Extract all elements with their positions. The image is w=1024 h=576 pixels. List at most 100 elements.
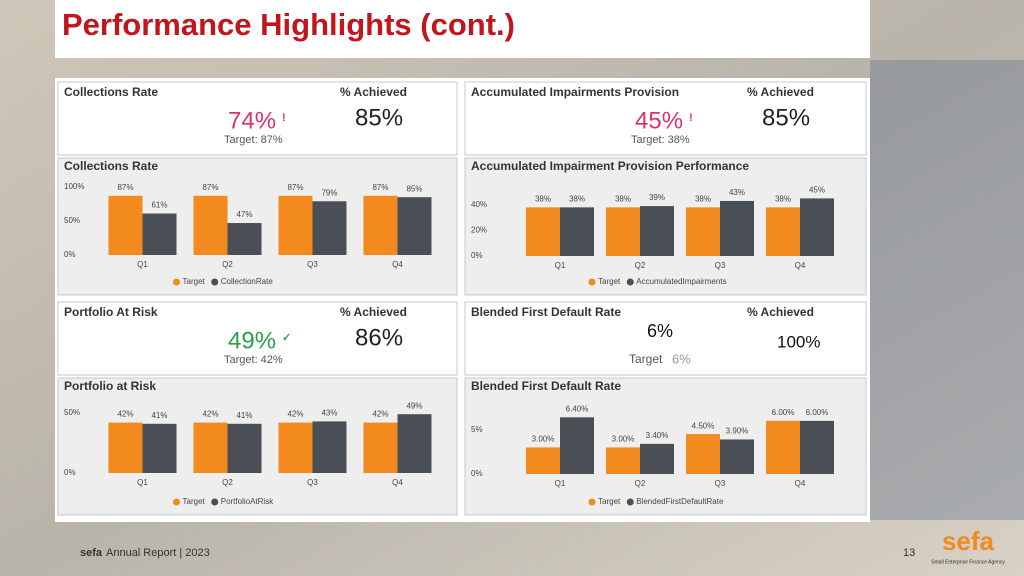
legend-label: Target [183,277,206,286]
legend-swatch [173,278,180,286]
kpi-value: 45% [635,107,683,134]
achieved-value: 86% [355,324,403,351]
legend-swatch [211,498,219,506]
x-tick-label: Q1 [555,261,566,270]
chart-title: Portfolio at Risk [64,379,156,393]
bar [397,414,432,473]
legend-label: Target [598,497,621,506]
value-label: 87% [287,183,303,192]
value-label: 42% [372,410,388,419]
value-label: 45% [809,186,825,195]
kpi-target-value: 6% [672,351,691,366]
bar [800,198,834,256]
value-label: 38% [695,194,711,203]
bar [108,422,143,473]
bar [312,421,347,473]
bar [560,417,594,474]
x-tick-label: Q4 [795,261,806,270]
achieved-label: % Achieved [340,305,407,319]
chart-title: Collections Rate [64,159,158,173]
value-label: 3.40% [646,431,669,440]
x-tick-label: Q3 [715,479,726,488]
value-label: 42% [117,410,133,419]
legend-label: Target [598,277,621,286]
legend-swatch [211,278,219,286]
chart-title: Accumulated Impairment Provision Perform… [471,159,749,173]
kpi-target: Target: 87% [224,134,283,146]
x-tick-label: Q1 [137,478,148,487]
y-tick-label: 0% [471,251,483,260]
x-tick-label: Q4 [795,479,806,488]
y-tick-label: 20% [471,226,487,235]
bar [686,207,720,256]
bar [312,201,347,255]
legend-label: Target [183,497,206,506]
legend-label: BlendedFirstDefaultRate [636,497,724,506]
kpi-target: Target: 42% [224,354,283,366]
legend-swatch [588,498,596,506]
value-label: 85% [406,184,422,193]
bar [363,195,398,255]
legend-label: CollectionRate [221,277,274,286]
bar [606,207,640,256]
legend-swatch [626,498,634,506]
value-label: 41% [151,411,167,420]
value-label: 87% [202,183,218,192]
background-figure [870,60,1024,520]
kpi-title: Collections Rate [64,85,158,99]
x-tick-label: Q2 [222,260,233,269]
value-label: 79% [321,188,337,197]
x-tick-label: Q4 [392,260,403,269]
value-label: 42% [202,410,218,419]
value-label: 38% [569,194,585,203]
chart-title: Blended First Default Rate [471,379,621,393]
x-tick-label: Q3 [307,478,318,487]
bar [142,423,177,473]
logo: sefa [942,526,995,556]
kpi-flag: ! [282,112,286,124]
kpi-panel [57,81,458,156]
legend-swatch [588,278,596,286]
bar [766,420,800,474]
value-label: 38% [775,194,791,203]
value-label: 47% [236,210,252,219]
bar [142,213,177,255]
kpi-target: Target [629,352,663,366]
achieved-value: 85% [762,104,810,131]
kpi-title: Blended First Default Rate [471,305,621,319]
kpi-panel [57,301,458,376]
legend-label: PortfolioAtRisk [221,497,274,506]
page-number: 13 [903,547,915,559]
kpi-panel [464,81,867,156]
kpi-flag: ! [689,112,693,124]
x-tick-label: Q3 [715,261,726,270]
kpi-value: 74% [228,107,276,134]
bar [800,420,834,474]
y-tick-label: 0% [64,468,76,477]
value-label: 3.00% [532,435,555,444]
x-tick-label: Q1 [137,260,148,269]
logo-caption: Small Enterprise Finance Agency [931,559,1005,565]
bar [606,447,640,474]
y-tick-label: 0% [471,469,483,478]
value-label: 3.00% [612,435,635,444]
kpi-flag: ✓ [282,332,291,344]
value-label: 4.50% [692,421,715,430]
title-box [55,0,870,58]
value-label: 43% [321,409,337,418]
x-tick-label: Q2 [635,479,646,488]
achieved-value: 85% [355,104,403,131]
bar [278,195,313,255]
achieved-label: % Achieved [747,305,814,319]
value-label: 87% [117,183,133,192]
value-label: 87% [372,183,388,192]
achieved-value: 100% [777,332,820,351]
bar [193,422,228,473]
bar [560,207,594,256]
bar [526,207,560,256]
y-tick-label: 50% [64,408,80,417]
kpi-target: Target: 38% [631,134,690,146]
bar [227,423,262,473]
achieved-label: % Achieved [340,85,407,99]
